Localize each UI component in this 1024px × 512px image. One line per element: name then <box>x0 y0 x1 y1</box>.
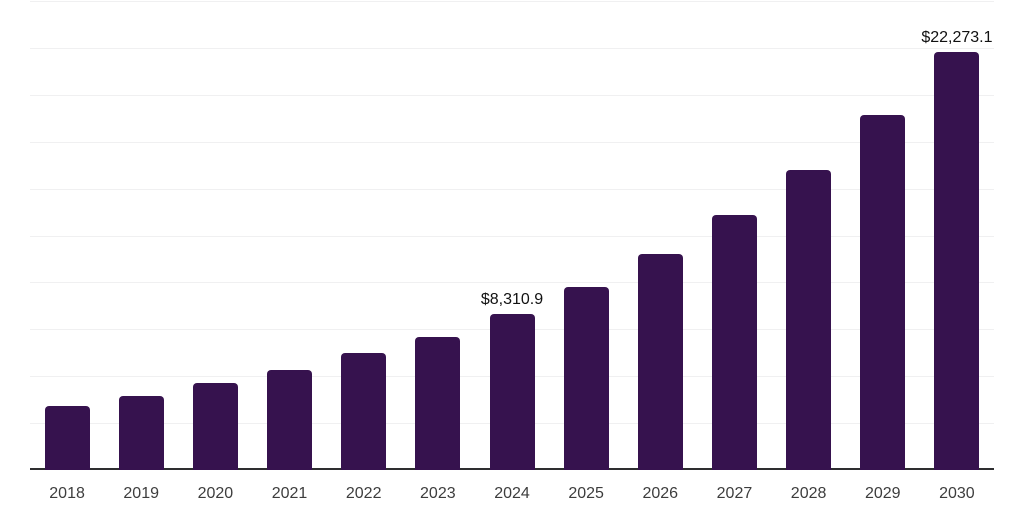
x-axis-label-2028: 2028 <box>790 485 827 502</box>
x-axis-label-2020: 2020 <box>197 485 234 502</box>
bar-2024 <box>489 314 535 470</box>
x-axis-label-2023: 2023 <box>420 485 456 502</box>
bar-2021 <box>267 370 313 470</box>
x-axis-label-2029: 2029 <box>864 485 901 502</box>
bar-2027 <box>711 215 757 470</box>
x-axis-label-2018: 2018 <box>49 485 85 502</box>
bar-2025 <box>563 287 609 470</box>
bar-value-label-2024: $8,310.9 <box>480 291 544 309</box>
x-axis-label-2025: 2025 <box>568 485 604 502</box>
bar-2028 <box>786 170 832 470</box>
bar-2018 <box>44 406 90 470</box>
bar-2023 <box>415 337 461 470</box>
bar-2022 <box>341 353 387 470</box>
x-axis-label-2022: 2022 <box>345 485 382 502</box>
x-axis-label-2030: 2030 <box>939 485 975 502</box>
x-axis-label-2019: 2019 <box>123 485 159 502</box>
x-axis-label-2027: 2027 <box>716 485 753 502</box>
gridline <box>30 188 994 190</box>
bar-2030 <box>934 52 980 470</box>
x-axis-label-2024: 2024 <box>494 485 530 502</box>
bar-2026 <box>637 254 683 470</box>
x-axis-label-2026: 2026 <box>642 485 679 502</box>
bar-value-label-2030: $22,273.1 <box>921 29 993 47</box>
gridline <box>30 94 994 96</box>
gridline <box>30 141 994 143</box>
bar-2029 <box>860 115 906 470</box>
gridline <box>30 282 994 284</box>
bar-2019 <box>118 396 164 470</box>
gridline <box>30 235 994 237</box>
x-axis-label-2021: 2021 <box>271 485 308 502</box>
gridline <box>30 1 994 2</box>
bar-2020 <box>192 383 238 470</box>
gridline <box>30 47 994 49</box>
